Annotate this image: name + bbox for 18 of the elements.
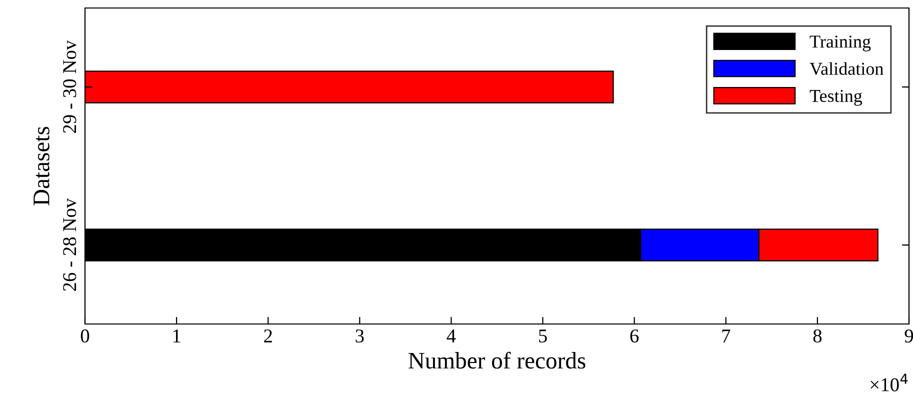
x-tick-label: 3: [356, 329, 364, 343]
y-tick-label: 29 - 30 Nov: [63, 40, 76, 133]
legend-label: Training: [810, 36, 871, 52]
x-tick-label: 4: [446, 330, 456, 342]
text: ×10$^{4}$: [870, 374, 908, 392]
x-tick-label: 0: [80, 329, 90, 343]
x-tick-label: 8: [813, 329, 822, 343]
y-tick-label: 26 - 28 Nov: [63, 198, 76, 291]
x-tick-label: 9: [904, 329, 913, 343]
x-tick-label: 7: [722, 330, 730, 342]
y-axis-title: Datasets: [34, 126, 50, 206]
legend-label: Validation: [810, 62, 884, 76]
x-tick-label: 2: [264, 329, 272, 342]
x-axis-title: Number of records: [408, 352, 586, 369]
legend-label: Testing: [810, 90, 862, 106]
x-tick-label: 5: [539, 330, 547, 343]
x-tick-label: 6: [630, 329, 639, 343]
x-tick-label: 1: [173, 330, 180, 342]
